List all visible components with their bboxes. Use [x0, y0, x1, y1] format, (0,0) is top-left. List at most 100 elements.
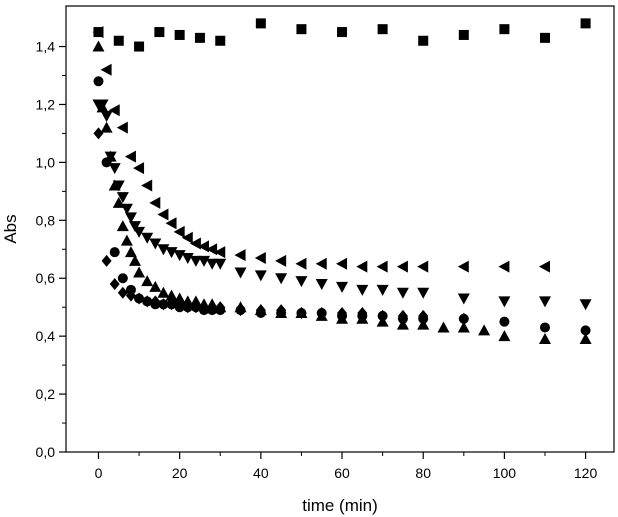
data-point-diamond — [458, 312, 469, 325]
data-point-triangle-left — [396, 260, 408, 273]
data-point-triangle-up — [124, 246, 137, 258]
data-point-triangle-left — [295, 257, 307, 270]
data-point-triangle-up — [181, 295, 194, 307]
data-point-square — [255, 18, 266, 29]
data-point-triangle-up — [538, 333, 551, 345]
data-point-square — [458, 29, 469, 40]
data-point-square — [296, 24, 307, 35]
data-point-triangle-left — [336, 257, 348, 270]
x-tick-label: 120 — [574, 465, 598, 481]
data-point-triangle-up — [173, 292, 186, 304]
x-axis-label: time (min) — [302, 496, 378, 515]
data-point-triangle-up — [92, 40, 105, 52]
data-point-triangle-left — [141, 179, 153, 192]
data-point-diamond — [316, 306, 327, 319]
data-point-diamond — [117, 286, 128, 299]
y-tick-label: 1,2 — [36, 96, 56, 112]
data-point-square — [418, 35, 429, 46]
data-point-triangle-left — [234, 249, 246, 262]
data-point-triangle-left — [275, 254, 287, 267]
data-point-diamond — [215, 301, 226, 314]
data-point-triangle-down — [189, 255, 202, 267]
data-point-square — [580, 18, 591, 29]
data-point-triangle-left — [92, 26, 104, 39]
data-point-triangle-up — [104, 150, 117, 162]
data-point-triangle-left — [206, 243, 218, 256]
data-point-triangle-up — [96, 101, 109, 113]
x-tick-label: 60 — [334, 465, 350, 481]
data-point-triangle-down — [129, 221, 142, 233]
data-point-triangle-down — [336, 281, 349, 293]
data-point-triangle-up — [120, 234, 133, 246]
data-point-triangle-down — [579, 299, 592, 311]
y-tick-label: 0,8 — [36, 212, 56, 228]
data-point-triangle-down — [315, 279, 328, 291]
data-point-triangle-down — [149, 238, 162, 250]
data-point-diamond — [93, 127, 104, 140]
x-tick-label: 80 — [415, 465, 431, 481]
data-point-triangle-up — [437, 321, 450, 333]
data-point-triangle-up — [165, 289, 178, 301]
data-point-triangle-down — [100, 111, 113, 123]
data-point-triangle-left — [214, 246, 226, 259]
data-point-triangle-down — [254, 270, 267, 282]
data-point-diamond — [199, 301, 210, 314]
data-point-triangle-up — [129, 254, 142, 266]
data-point-triangle-up — [141, 275, 154, 287]
data-point-triangle-up — [396, 318, 409, 330]
data-point-triangle-down — [141, 232, 154, 244]
data-point-square — [337, 27, 348, 38]
data-point-diamond — [174, 298, 185, 311]
data-point-triangle-up — [457, 321, 470, 333]
y-axis-label: Abs — [1, 214, 20, 243]
data-point-circle — [580, 325, 591, 336]
data-point-triangle-left — [116, 121, 128, 134]
data-point-triangle-down — [417, 287, 430, 299]
data-point-triangle-left — [417, 260, 429, 273]
data-point-triangle-down — [198, 255, 211, 267]
data-point-diamond — [255, 304, 266, 317]
data-point-diamond — [207, 301, 218, 314]
data-point-triangle-up — [478, 324, 491, 336]
data-point-diamond — [109, 278, 120, 291]
y-axis-ticks: 0,0 0,2 0,4 0,6 0,8 1,0 1,2 1,4 — [36, 39, 66, 460]
data-point-triangle-left — [133, 162, 145, 175]
data-point-triangle-left — [189, 237, 201, 250]
data-point-square — [377, 24, 388, 35]
data-point-triangle-left — [173, 225, 185, 238]
data-point-diamond — [296, 306, 307, 319]
data-point-diamond — [235, 304, 246, 317]
data-point-square — [154, 27, 165, 38]
data-point-triangle-up — [417, 318, 430, 330]
y-tick-label: 1,4 — [36, 39, 56, 55]
y-tick-label: 0,6 — [36, 270, 56, 286]
data-point-circle — [539, 322, 550, 333]
data-point-diamond — [377, 309, 388, 322]
plot-frame — [65, 5, 615, 453]
data-point-diamond — [182, 301, 193, 314]
data-point-triangle-down — [116, 192, 129, 204]
data-point-triangle-up — [133, 266, 146, 278]
data-point-triangle-down — [396, 287, 409, 299]
data-point-triangle-down — [165, 247, 178, 259]
data-point-triangle-left — [108, 104, 120, 117]
data-point-square — [215, 35, 226, 46]
x-tick-label: 0 — [95, 465, 103, 481]
data-point-triangle-down — [498, 296, 511, 308]
data-point-triangle-up — [116, 220, 129, 232]
data-point-circle — [109, 247, 120, 258]
data-point-triangle-left — [149, 196, 161, 209]
data-point-diamond — [134, 292, 145, 305]
data-point-triangle-down — [376, 284, 389, 296]
data-point-triangle-up — [149, 280, 162, 292]
data-point-diamond — [125, 289, 136, 302]
data-point-circle — [499, 316, 510, 327]
data-point-triangle-up — [189, 295, 202, 307]
data-point-diamond — [357, 306, 368, 319]
data-point-diamond — [101, 254, 112, 267]
data-point-triangle-up — [157, 286, 170, 298]
data-markers — [92, 18, 592, 345]
data-point-square — [539, 32, 550, 43]
data-point-square — [499, 24, 510, 35]
